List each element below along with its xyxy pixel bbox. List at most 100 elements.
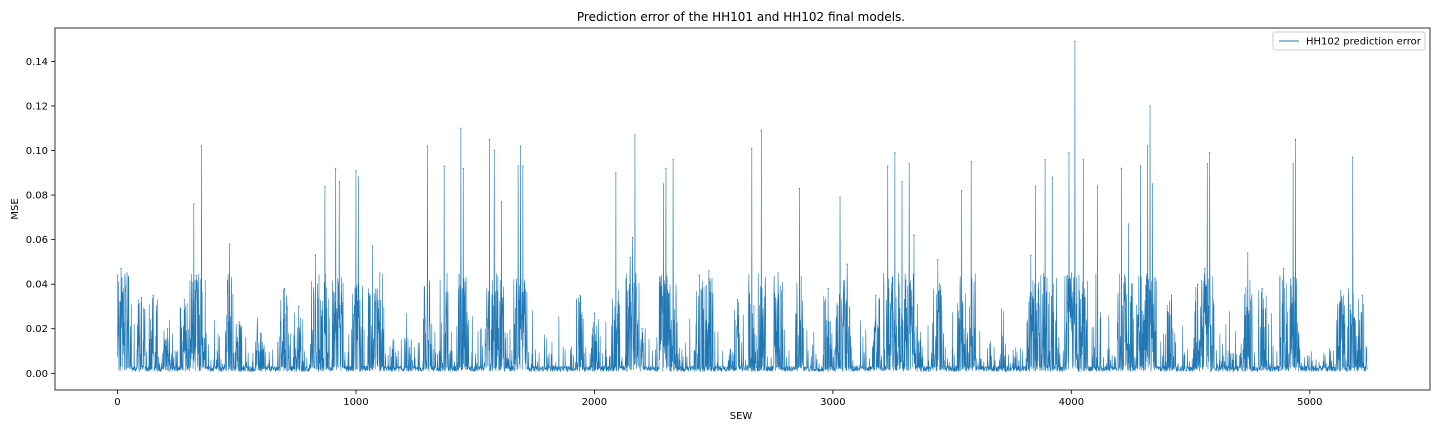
data-point bbox=[908, 163, 910, 165]
data-point bbox=[1082, 158, 1084, 161]
legend-label: HH102 prediction error bbox=[1306, 37, 1422, 48]
y-tick-label: 0.10 bbox=[26, 146, 48, 157]
data-point bbox=[798, 187, 801, 189]
data-point bbox=[1149, 105, 1151, 107]
data-point bbox=[593, 312, 596, 314]
data-point bbox=[579, 294, 581, 296]
data-point bbox=[166, 328, 169, 330]
data-point bbox=[357, 176, 359, 178]
data-point bbox=[1139, 165, 1142, 167]
data-point bbox=[140, 296, 142, 299]
data-point bbox=[1170, 294, 1173, 296]
data-point bbox=[1151, 183, 1154, 185]
data-point bbox=[324, 185, 326, 187]
data-point bbox=[1044, 158, 1046, 161]
data-point bbox=[228, 243, 231, 245]
x-tick-label: 4000 bbox=[1059, 397, 1084, 408]
data-point bbox=[522, 165, 524, 167]
data-point bbox=[887, 165, 889, 167]
data-point bbox=[736, 299, 739, 301]
legend: HH102 prediction error bbox=[1272, 31, 1426, 51]
data-point bbox=[426, 145, 429, 147]
data-point bbox=[937, 259, 939, 261]
data-point bbox=[615, 172, 617, 174]
data-point bbox=[1294, 138, 1297, 140]
data-point bbox=[517, 165, 519, 167]
y-tick-label: 0.08 bbox=[26, 191, 48, 202]
data-point bbox=[152, 294, 154, 296]
data-point bbox=[1096, 185, 1099, 187]
data-point bbox=[846, 263, 848, 265]
data-point bbox=[1204, 267, 1206, 270]
data-point bbox=[116, 274, 119, 276]
data-point bbox=[1206, 163, 1208, 165]
data-point bbox=[183, 299, 185, 301]
data-point bbox=[283, 288, 286, 290]
data-point bbox=[777, 272, 779, 274]
data-point bbox=[193, 203, 195, 205]
y-tick-label: 0.06 bbox=[26, 235, 48, 246]
y-tick-label: 0.04 bbox=[26, 280, 48, 291]
data-point bbox=[894, 152, 896, 154]
data-point bbox=[1361, 294, 1363, 296]
data-point bbox=[1147, 145, 1149, 147]
data-point bbox=[259, 332, 262, 334]
data-point bbox=[314, 254, 317, 256]
data-point bbox=[672, 158, 674, 161]
data-point bbox=[379, 272, 381, 274]
data-point bbox=[641, 328, 643, 330]
data-point bbox=[970, 161, 972, 163]
x-tick-label: 2000 bbox=[582, 397, 607, 408]
data-point bbox=[634, 134, 636, 136]
y-tick-label: 0.00 bbox=[26, 369, 48, 380]
data-point bbox=[1261, 288, 1263, 290]
data-point bbox=[460, 127, 462, 129]
data-point bbox=[961, 190, 963, 192]
data-point bbox=[1247, 252, 1249, 254]
data-point bbox=[372, 245, 374, 247]
data-point bbox=[662, 183, 665, 185]
data-point bbox=[443, 165, 445, 167]
y-axis: 0.00 0.02 0.04 0.06 0.08 0.10 0.12 0.14 bbox=[26, 57, 55, 380]
data-point bbox=[126, 272, 128, 274]
data-point bbox=[519, 145, 522, 147]
data-point bbox=[629, 256, 631, 259]
data-point bbox=[298, 305, 300, 308]
data-point bbox=[760, 129, 762, 132]
data-point bbox=[1209, 152, 1211, 154]
data-point bbox=[1068, 152, 1070, 154]
data-point bbox=[1120, 167, 1123, 169]
x-tick-label: 3000 bbox=[820, 397, 845, 408]
data-point bbox=[901, 181, 903, 183]
data-point bbox=[1030, 254, 1032, 256]
data-point bbox=[500, 201, 503, 203]
data-point bbox=[839, 196, 841, 198]
plot-frame bbox=[54, 27, 1431, 391]
data-point bbox=[751, 147, 753, 149]
y-tick-label: 0.14 bbox=[26, 57, 48, 68]
data-point bbox=[488, 138, 491, 140]
data-point bbox=[1034, 185, 1037, 187]
data-point bbox=[698, 274, 700, 276]
x-axis: 0 1000 2000 3000 4000 5000 bbox=[114, 390, 1323, 408]
x-tick-label: 5000 bbox=[1297, 397, 1322, 408]
x-tick-label: 0 bbox=[114, 397, 120, 408]
data-point bbox=[1340, 290, 1342, 292]
data-point bbox=[120, 267, 122, 270]
data-point bbox=[1051, 176, 1053, 178]
data-point bbox=[665, 167, 667, 169]
series-line-hh102 bbox=[117, 41, 1368, 372]
data-point bbox=[338, 181, 340, 183]
y-tick-label: 0.02 bbox=[26, 324, 48, 335]
data-point bbox=[708, 270, 710, 272]
data-point bbox=[462, 167, 464, 169]
data-point bbox=[1292, 163, 1294, 165]
data-point bbox=[1070, 272, 1072, 274]
data-point bbox=[238, 321, 240, 323]
data-point bbox=[1352, 156, 1354, 158]
x-axis-label: SEW bbox=[730, 411, 753, 422]
x-tick-label: 1000 bbox=[343, 397, 368, 408]
data-point bbox=[355, 169, 357, 172]
data-point bbox=[1127, 223, 1130, 225]
